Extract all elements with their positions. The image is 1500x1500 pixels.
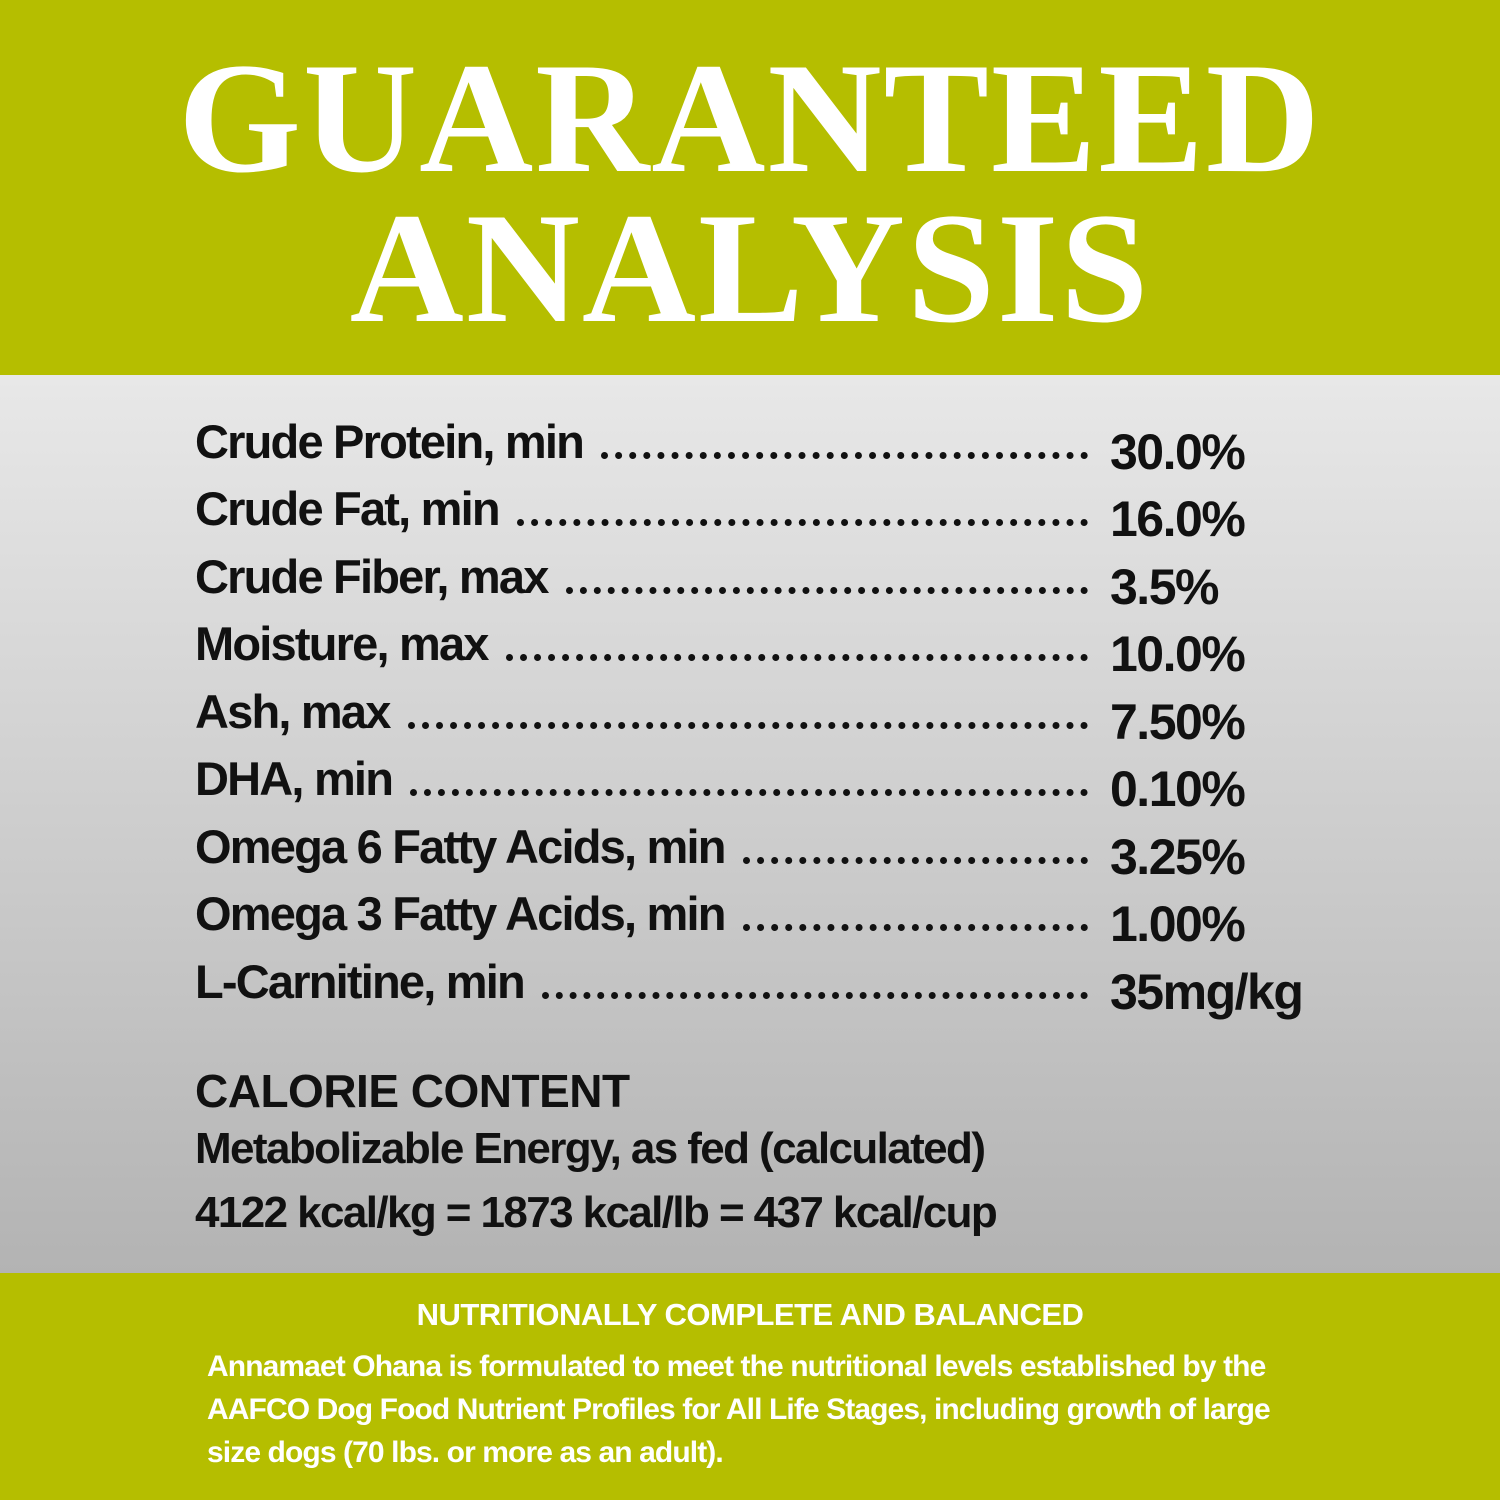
dot-leader <box>742 856 1088 864</box>
analysis-table: Crude Protein, min 30.0% Crude Fat, min 16.… <box>195 405 1315 1017</box>
nutrient-label: Crude Fat, min <box>195 482 501 535</box>
analysis-row: DHA, min 0.10% <box>195 743 1315 814</box>
analysis-row: Moisture, max 10.0% <box>195 608 1315 679</box>
dot-leader <box>516 519 1088 526</box>
nutrient-label: Omega 6 Fatty Acids, min <box>195 819 726 873</box>
analysis-row: L-Carnitine, min 35mg/kg <box>195 945 1315 1017</box>
nutrient-label: Crude Protein, min <box>195 414 585 468</box>
calorie-section: CALORIE CONTENT Metabolizable Energy, as… <box>195 1065 998 1245</box>
nutrient-label: Moisture, max <box>195 617 489 670</box>
nutrient-label: Crude Fiber, max <box>195 549 549 603</box>
dot-leader <box>407 721 1088 729</box>
nutrient-label: L-Carnitine, min <box>195 954 526 1008</box>
nutrient-value: 35mg/kg <box>1110 963 1304 1020</box>
dot-leader <box>505 654 1088 661</box>
analysis-row: Crude Fat, min 16.0% <box>195 473 1315 544</box>
analysis-row: Crude Protein, min 30.0% <box>195 405 1315 477</box>
nutrient-label: Omega 3 Fatty Acids, min <box>195 887 726 940</box>
analysis-row: Omega 6 Fatty Acids, min 3.25% <box>195 810 1315 882</box>
dot-leader <box>601 451 1088 459</box>
nutrient-value: 0.10% <box>1110 761 1246 817</box>
dot-leader <box>742 924 1088 931</box>
analysis-row: Omega 3 Fatty Acids, min 1.00% <box>195 878 1315 949</box>
nutrient-value: 1.00% <box>1110 896 1246 952</box>
dot-leader <box>565 586 1088 594</box>
nutrient-label: Ash, max <box>195 684 391 738</box>
footer-text: Annamaet Ohana is formulated to meet the… <box>207 1350 1271 1469</box>
nutrient-label: DHA, min <box>195 752 394 805</box>
title-line-2: ANALYSIS <box>349 181 1151 356</box>
calorie-heading: CALORIE CONTENT <box>195 1065 630 1117</box>
nutrient-value: 3.25% <box>1110 828 1246 885</box>
nutrient-value: 3.5% <box>1110 558 1219 615</box>
dot-leader <box>541 991 1088 999</box>
nutrient-value: 16.0% <box>1110 491 1246 547</box>
footer-banner: NUTRITIONALLY COMPLETE AND BALANCED Anna… <box>0 1273 1500 1500</box>
analysis-row: Ash, max 7.50% <box>195 675 1315 747</box>
calorie-line-1: Metabolizable Energy, as fed (calculated… <box>195 1124 986 1173</box>
footer-heading: NUTRITIONALLY COMPLETE AND BALANCED <box>416 1297 1084 1332</box>
nutrient-value: 7.50% <box>1110 693 1246 750</box>
title-line-1: GUARANTEED <box>178 31 1322 206</box>
nutrient-value: 30.0% <box>1110 423 1246 480</box>
analysis-row: Crude Fiber, max 3.5% <box>195 540 1315 612</box>
header-banner: GUARANTEED ANALYSIS <box>0 0 1500 375</box>
dot-leader <box>410 789 1088 796</box>
calorie-line-2: 4122 kcal/kg = 1873 kcal/lb = 437 kcal/c… <box>195 1188 998 1237</box>
nutrient-value: 10.0% <box>1110 626 1246 682</box>
